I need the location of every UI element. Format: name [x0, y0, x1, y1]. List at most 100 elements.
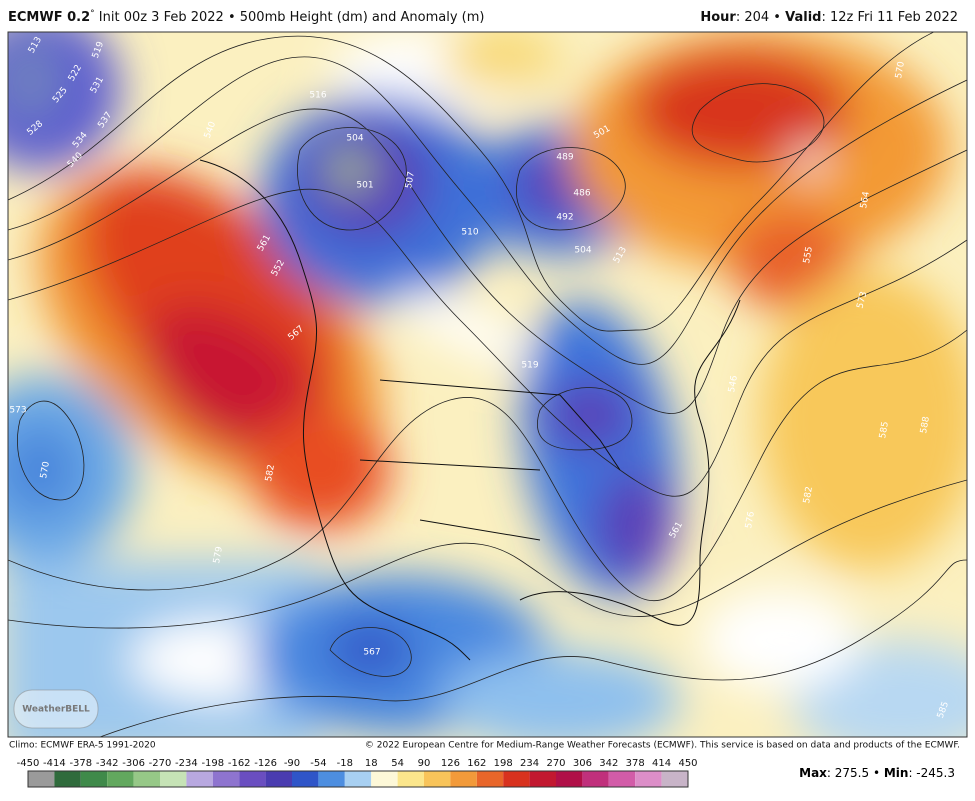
logo: WeatherBELL [13, 689, 99, 729]
copyright: © 2022 European Centre for Medium-Range … [365, 741, 960, 751]
colorbar-swatch [133, 771, 160, 787]
contour-label: 582 [802, 486, 815, 505]
header-right: Hour: 204 • Valid: 12z Fri 11 Feb 2022 [700, 10, 958, 25]
contour-label: 504 [346, 134, 363, 144]
colorbar-swatch [80, 771, 108, 787]
contour-label: 582 [264, 464, 277, 483]
colorbar-swatch [661, 771, 688, 787]
map: 513 5195225255285315345375405405165045075… [8, 32, 967, 737]
hour-label: Hour [700, 10, 736, 25]
colorbar-tick-label: -90 [284, 758, 300, 769]
colorbar-swatch [212, 771, 240, 787]
colorbar-swatch [54, 771, 81, 787]
colorbar-swatch [503, 771, 530, 787]
colorbar-tick-label: -234 [175, 758, 198, 769]
contour-label: 573 [855, 291, 869, 310]
contour-label: 501 [356, 181, 373, 191]
contour-label: 570 [39, 460, 52, 479]
colorbar-frame [27, 770, 689, 788]
contours [8, 32, 967, 737]
contour-label: 564 [859, 190, 872, 209]
stats: Max: 275.5 • Min: -245.3 [799, 766, 955, 780]
contour-label: 504 [574, 246, 591, 256]
colorbar-swatch [424, 771, 451, 787]
model: ECMWF 0.2 [8, 10, 90, 25]
colorbar-tick-label: 306 [573, 758, 592, 769]
colorbar-swatch [529, 771, 556, 787]
map-frame [7, 31, 968, 738]
colorbar-swatch [186, 771, 213, 787]
colorbar-tick-label: -450 [17, 758, 40, 769]
colorbar-tick-label: 90 [418, 758, 431, 769]
colorbar-swatch [318, 771, 345, 787]
degree: ° [90, 9, 95, 19]
valid: : 12z Fri 11 Feb 2022 [821, 10, 958, 25]
colorbar-swatch [371, 771, 398, 787]
colorbar-tick-label: 378 [626, 758, 645, 769]
colorbar-swatch [107, 771, 134, 787]
colorbar-swatch [582, 771, 609, 787]
colorbar-tick-label: -198 [201, 758, 224, 769]
colorbar-tick-label: -162 [228, 758, 251, 769]
contour-label: 588 [919, 415, 932, 434]
contour-label: 579 [212, 545, 225, 564]
colorbar-swatch [476, 771, 504, 787]
colorbar-swatch [344, 771, 372, 787]
contour-label: 555 [802, 246, 815, 265]
min-label: Min [884, 766, 909, 780]
contour-label: 576 [744, 510, 757, 529]
colorbar-tick-label: -270 [149, 758, 172, 769]
colorbar: -450 -414 -378 -342 -306 -270 -234 -198 -162 -126… [17, 758, 698, 788]
colorbar-tick-label: -54 [310, 758, 326, 769]
colorbar-tick-label: -18 [337, 758, 353, 769]
colorbar-tick-label: 18 [365, 758, 378, 769]
min: : -245.3 [908, 766, 955, 780]
max-label: Max [799, 766, 827, 780]
contour-label: 489 [556, 153, 573, 163]
colorbar-tick-label: 450 [678, 758, 697, 769]
contour-label: 492 [556, 213, 573, 223]
colorbar-tick-label: 414 [652, 758, 671, 769]
colorbar-swatch [265, 771, 292, 787]
colorbar-tick-label: -342 [96, 758, 119, 769]
climo: Climo: ECMWF ERA-5 1991-2020 [9, 741, 156, 751]
colorbar-swatch [160, 771, 187, 787]
anomaly-field [8, 32, 967, 737]
contour-label: 570 [894, 60, 907, 79]
colorbar-swatch [28, 771, 55, 787]
colorbar-tick-label: 270 [546, 758, 565, 769]
colorbar-swatch [397, 771, 424, 787]
colorbar-tick-label: -306 [122, 758, 145, 769]
colorbar-tick-label: 198 [494, 758, 513, 769]
colorbar-tick-label: 234 [520, 758, 539, 769]
max: : 275.5 • [827, 766, 884, 780]
contour-label: 573 [9, 406, 26, 416]
colorbar-tick-label: 54 [391, 758, 404, 769]
logo-text: WeatherBELL [22, 705, 90, 715]
colorbar-swatch [608, 771, 636, 787]
hour: : 204 • [736, 10, 785, 25]
colorbar-tick-label: 126 [441, 758, 460, 769]
colorbar-tick-label: -414 [43, 758, 66, 769]
colorbar-swatch [450, 771, 477, 787]
valid-label: Valid [785, 10, 821, 25]
colorbar-tick-label: 162 [467, 758, 486, 769]
contour-label: 546 [727, 374, 740, 393]
contour-label: 567 [363, 648, 380, 658]
colorbar-tick-label: -378 [69, 758, 92, 769]
contour-label: 585 [878, 421, 891, 440]
colorbar-tick-label: -126 [254, 758, 277, 769]
contour-label: 507 [404, 171, 417, 190]
header-left: ECMWF 0.2° Init 00z 3 Feb 2022 • 500mb H… [8, 9, 484, 25]
colorbar-swatch [556, 771, 583, 787]
colorbar-swatch [635, 771, 662, 787]
contour-label: 510 [461, 228, 478, 238]
coastlines [199, 159, 741, 661]
contour-label: 516 [309, 91, 326, 101]
colorbar-swatch [239, 771, 266, 787]
init: Init 00z 3 Feb 2022 • 500mb Height (dm) … [95, 10, 485, 25]
contour-label: 486 [573, 189, 590, 199]
colorbar-swatch [292, 771, 319, 787]
